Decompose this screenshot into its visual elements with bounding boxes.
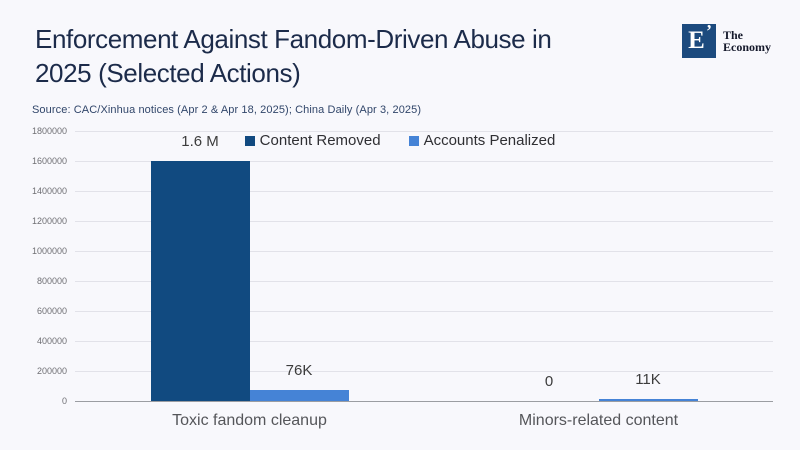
gridline-1400000 bbox=[75, 191, 773, 192]
logo-monogram: E bbox=[688, 27, 705, 54]
gridline-400000 bbox=[75, 341, 773, 342]
logo-apostrophe-mark: ’ bbox=[706, 21, 712, 41]
bar-value-label-accounts-penalized-toxic-fandom-cleanup: 76K bbox=[285, 362, 313, 379]
y-tick-label-600000: 600000 bbox=[36, 306, 67, 316]
y-tick-label-0: 0 bbox=[61, 396, 67, 406]
gridline-600000 bbox=[75, 311, 773, 312]
logo-wordmark: The Economy bbox=[723, 29, 771, 53]
logo-wordmark-line-1: The bbox=[723, 28, 744, 42]
y-tick-label-1200000: 1200000 bbox=[31, 216, 67, 226]
gridline-800000 bbox=[75, 281, 773, 282]
legend-item-content-removed: Content Removed bbox=[244, 132, 381, 149]
x-category-label-minors-related-content: Minors-related content bbox=[518, 412, 679, 429]
bar-accounts-penalized-toxic-fandom-cleanup bbox=[249, 390, 349, 401]
chart-title-line-2: 2025 (Selected Actions) bbox=[35, 58, 301, 88]
gridline-200000 bbox=[75, 371, 773, 372]
bar-content-removed-toxic-fandom-cleanup bbox=[150, 161, 250, 401]
gridline-1800000 bbox=[75, 131, 773, 132]
gridline-1200000 bbox=[75, 221, 773, 222]
gridline-1600000 bbox=[75, 161, 773, 162]
bar-accounts-penalized-minors-related-content bbox=[598, 399, 698, 401]
y-tick-label-1400000: 1400000 bbox=[31, 186, 67, 196]
bar-value-label-content-removed-minors-related-content: 0 bbox=[544, 373, 554, 390]
y-tick-label-800000: 800000 bbox=[36, 276, 67, 286]
bar-value-label-content-removed-toxic-fandom-cleanup: 1.6 M bbox=[181, 133, 219, 150]
x-category-label-toxic-fandom-cleanup: Toxic fandom cleanup bbox=[172, 412, 327, 429]
logo-wordmark-line-2: Economy bbox=[723, 40, 771, 54]
chart-title-line-1: Enforcement Against Fandom-Driven Abuse … bbox=[35, 24, 552, 54]
x-axis-line bbox=[75, 401, 773, 402]
legend-swatch-accounts-penalized bbox=[408, 135, 419, 146]
legend-label-accounts-penalized: Accounts Penalized bbox=[423, 132, 556, 149]
chart-title: Enforcement Against Fandom-Driven Abuse … bbox=[35, 22, 665, 90]
y-tick-label-1800000: 1800000 bbox=[31, 126, 67, 136]
y-tick-label-1600000: 1600000 bbox=[31, 156, 67, 166]
gridline-1000000 bbox=[75, 251, 773, 252]
source-note: Source: CAC/Xinhua notices (Apr 2 & Apr … bbox=[32, 104, 422, 116]
legend-swatch-content-removed bbox=[244, 135, 255, 146]
legend-label-content-removed: Content Removed bbox=[259, 132, 381, 149]
y-tick-label-200000: 200000 bbox=[36, 366, 67, 376]
the-economy-logo: E ’ The Economy bbox=[682, 21, 771, 58]
bar-value-label-accounts-penalized-minors-related-content: 11K bbox=[635, 371, 661, 388]
y-tick-label-400000: 400000 bbox=[36, 336, 67, 346]
legend-item-accounts-penalized: Accounts Penalized bbox=[408, 132, 556, 149]
y-tick-label-1000000: 1000000 bbox=[31, 246, 67, 256]
legend: Content Removed Accounts Penalized bbox=[0, 132, 800, 149]
logo-monogram-box: E ’ bbox=[682, 21, 716, 58]
